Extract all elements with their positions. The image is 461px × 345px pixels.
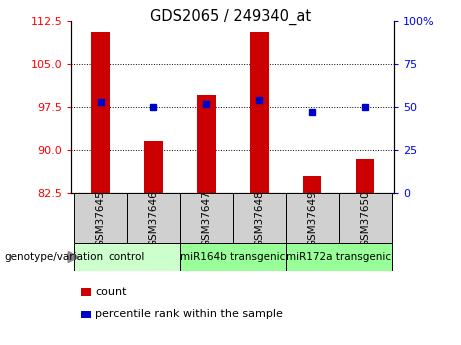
Text: percentile rank within the sample: percentile rank within the sample xyxy=(95,309,284,319)
Bar xyxy=(91,32,110,193)
Bar xyxy=(197,96,216,193)
Bar xyxy=(180,243,286,271)
Bar xyxy=(74,193,127,243)
Bar xyxy=(356,159,374,193)
Bar xyxy=(144,141,163,193)
Bar xyxy=(286,243,391,271)
Text: GSM37649: GSM37649 xyxy=(307,190,317,247)
Bar xyxy=(250,32,268,193)
Bar xyxy=(286,193,339,243)
Text: count: count xyxy=(95,287,127,297)
Text: GSM37648: GSM37648 xyxy=(254,190,264,247)
Text: miR172a transgenic: miR172a transgenic xyxy=(286,252,391,262)
Bar xyxy=(127,193,180,243)
Bar xyxy=(339,193,391,243)
Text: GSM37647: GSM37647 xyxy=(201,190,211,247)
Text: control: control xyxy=(109,252,145,262)
Text: GSM37645: GSM37645 xyxy=(95,190,106,247)
Bar xyxy=(303,176,321,193)
Text: GDS2065 / 249340_at: GDS2065 / 249340_at xyxy=(150,9,311,25)
Bar xyxy=(180,193,233,243)
Bar xyxy=(233,193,286,243)
Text: genotype/variation: genotype/variation xyxy=(5,252,104,262)
Text: GSM37650: GSM37650 xyxy=(360,190,370,247)
Text: GSM37646: GSM37646 xyxy=(148,190,159,247)
Bar xyxy=(74,243,180,271)
Text: miR164b transgenic: miR164b transgenic xyxy=(180,252,285,262)
